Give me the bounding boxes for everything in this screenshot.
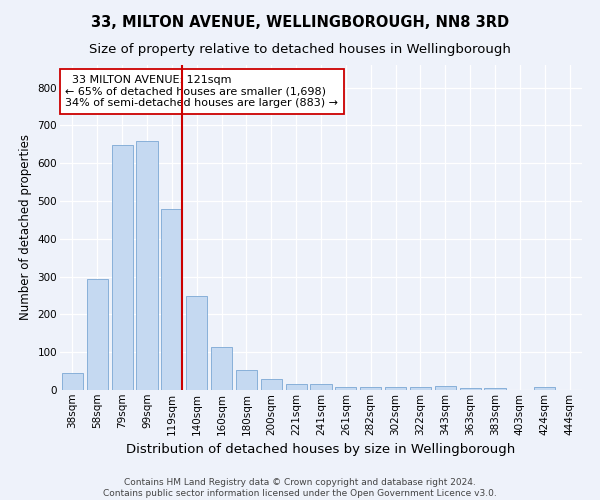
Bar <box>112 145 133 390</box>
Bar <box>136 142 158 390</box>
Bar <box>360 388 381 390</box>
Bar <box>186 296 207 390</box>
Bar <box>335 387 356 390</box>
Bar <box>410 387 431 390</box>
Bar <box>435 386 456 390</box>
Bar <box>310 384 332 390</box>
Text: Size of property relative to detached houses in Wellingborough: Size of property relative to detached ho… <box>89 42 511 56</box>
Bar <box>62 373 83 390</box>
Text: 33 MILTON AVENUE: 121sqm
← 65% of detached houses are smaller (1,698)
34% of sem: 33 MILTON AVENUE: 121sqm ← 65% of detach… <box>65 74 338 108</box>
Bar <box>261 380 282 390</box>
Y-axis label: Number of detached properties: Number of detached properties <box>19 134 32 320</box>
Bar <box>385 387 406 390</box>
Bar <box>236 370 257 390</box>
Bar <box>211 346 232 390</box>
Text: 33, MILTON AVENUE, WELLINGBOROUGH, NN8 3RD: 33, MILTON AVENUE, WELLINGBOROUGH, NN8 3… <box>91 15 509 30</box>
X-axis label: Distribution of detached houses by size in Wellingborough: Distribution of detached houses by size … <box>127 443 515 456</box>
Bar <box>161 210 182 390</box>
Text: Contains HM Land Registry data © Crown copyright and database right 2024.
Contai: Contains HM Land Registry data © Crown c… <box>103 478 497 498</box>
Bar <box>484 388 506 390</box>
Bar <box>460 388 481 390</box>
Bar <box>286 384 307 390</box>
Bar <box>534 387 555 390</box>
Bar <box>87 280 108 390</box>
